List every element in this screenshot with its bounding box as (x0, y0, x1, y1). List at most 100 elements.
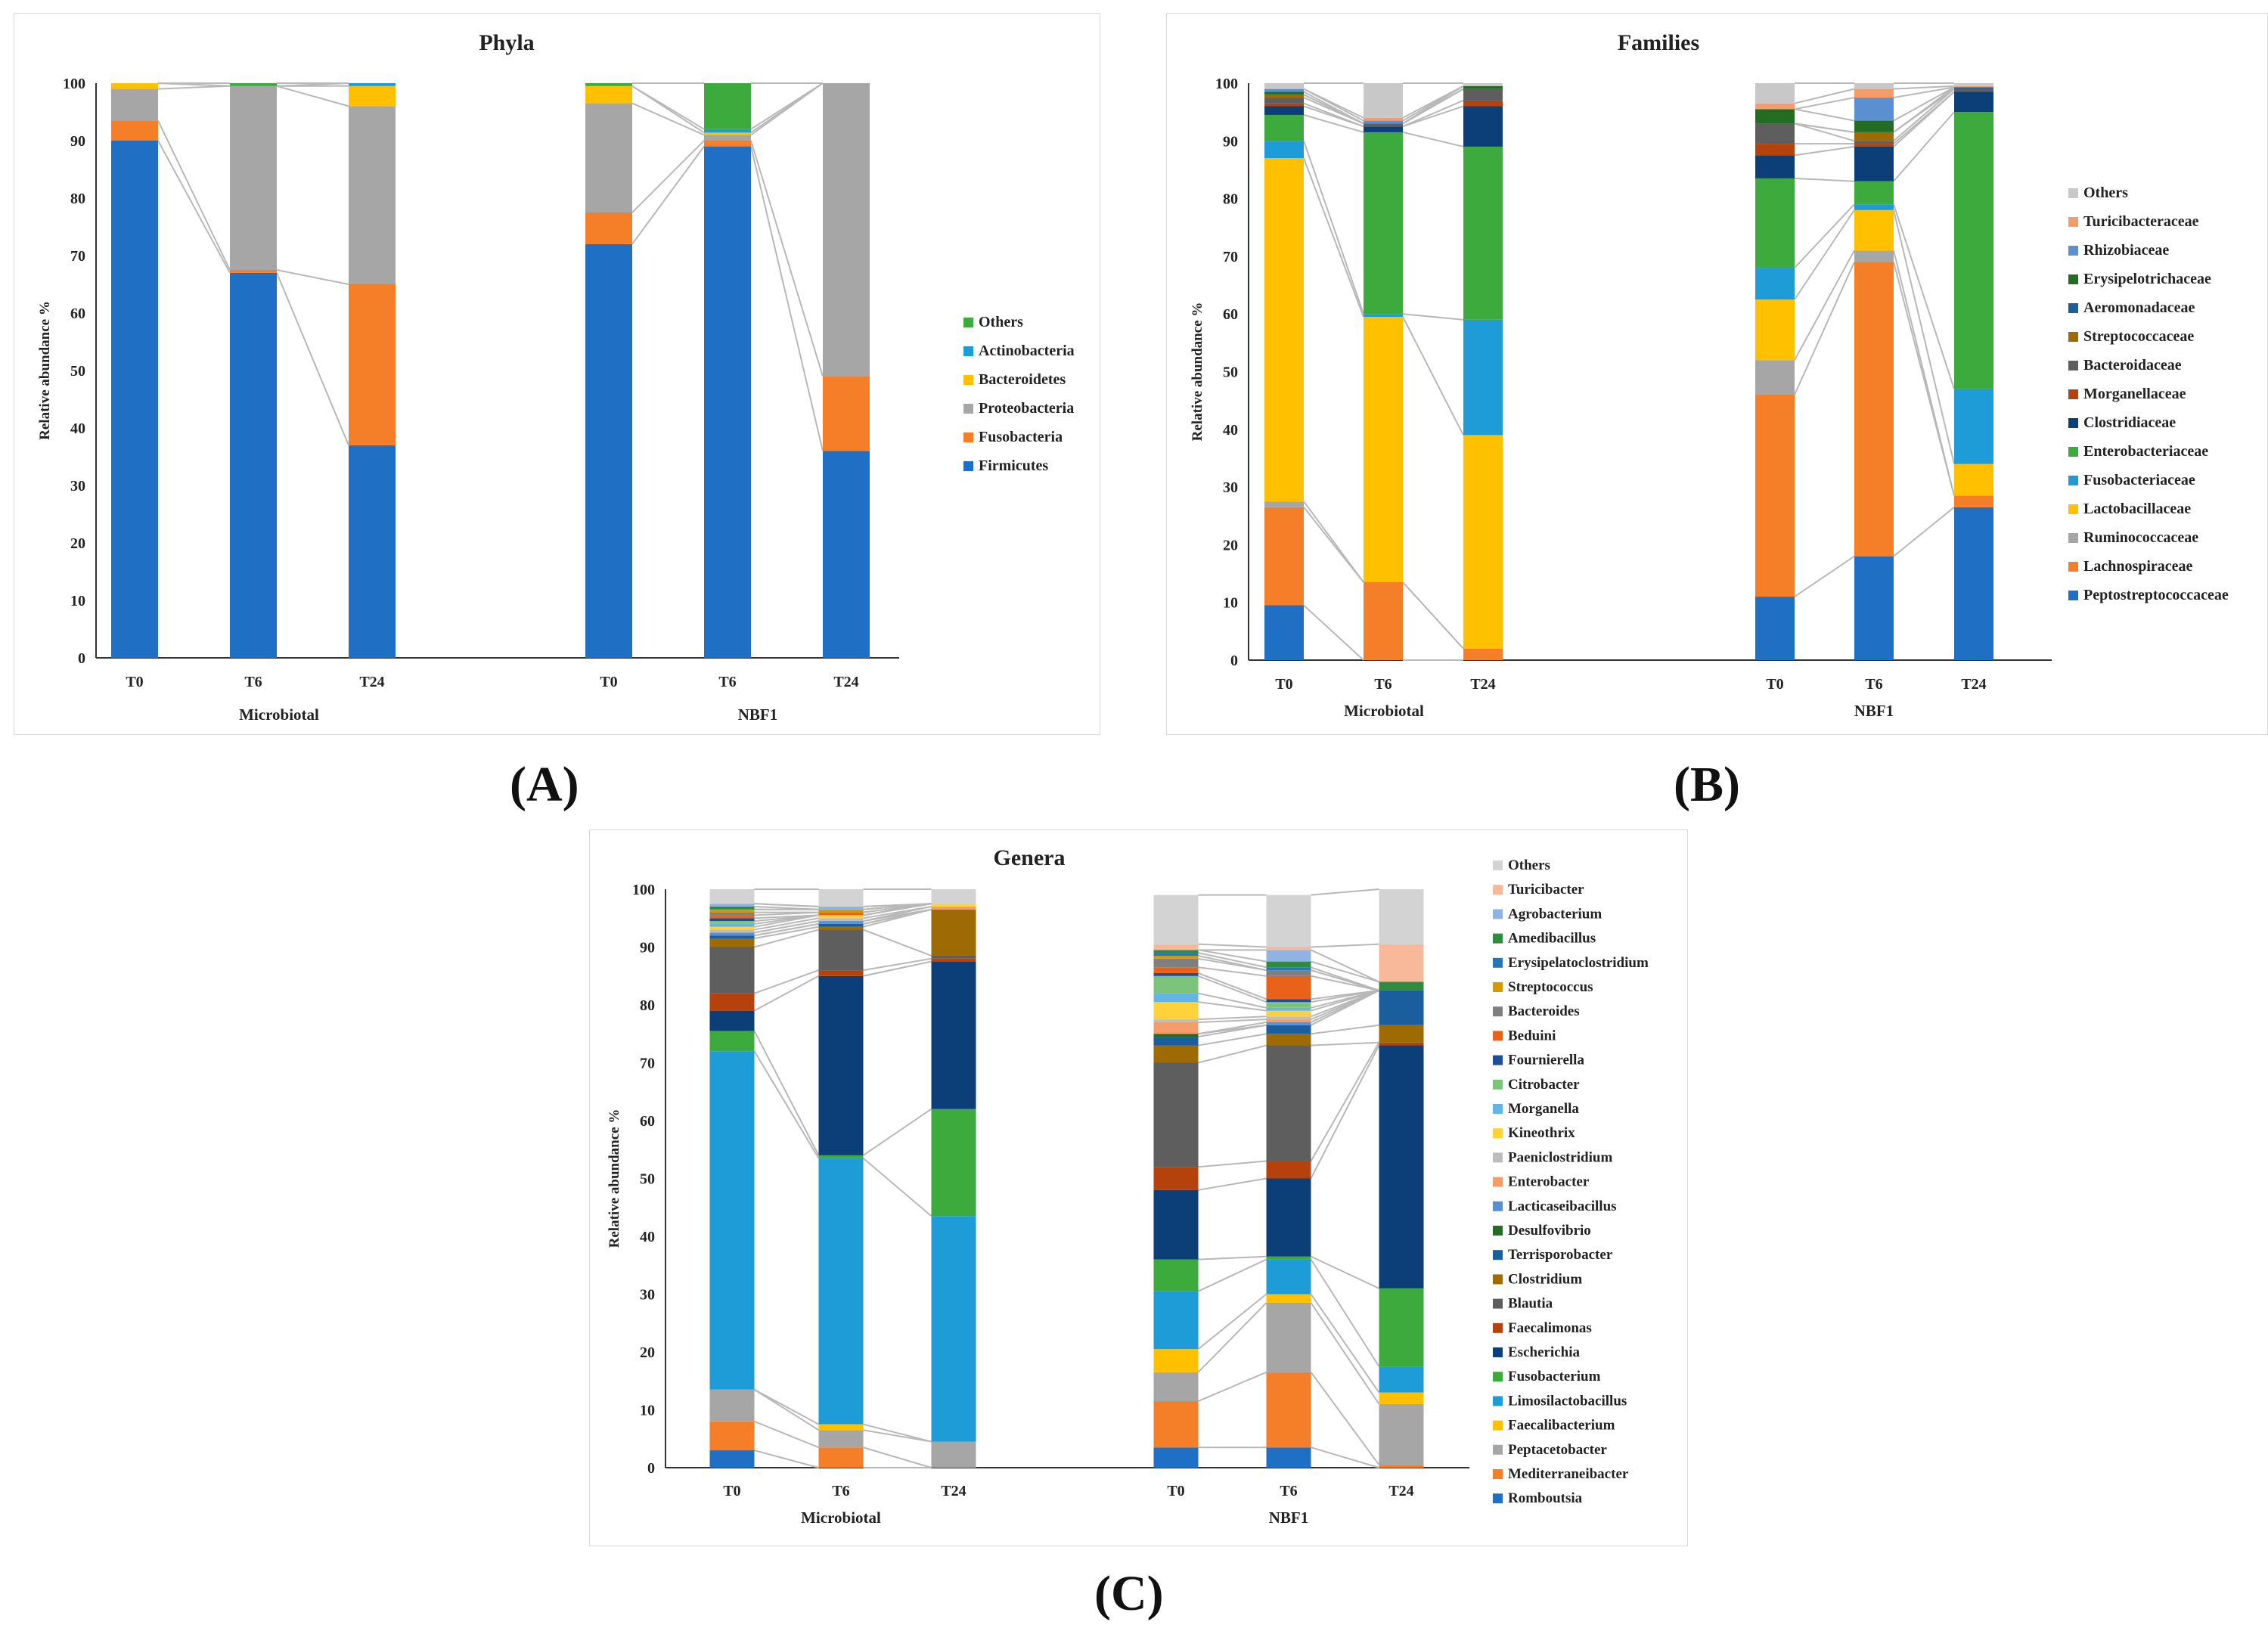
legend-swatch (1493, 1031, 1503, 1041)
bar-segment (704, 132, 751, 135)
series-connector-line (1198, 972, 1267, 1000)
series-connector-line (1893, 250, 1955, 496)
phyla-chart: Phyla Relative abundance % 0 10 20 30 40 50 60 70… (37, 30, 1075, 724)
bar-segment (931, 906, 976, 910)
series-connector-line (157, 119, 231, 271)
x-tick-label: T6 (244, 674, 262, 690)
bar-segment (1153, 1034, 1199, 1037)
y-tick-label: 100 (63, 76, 85, 92)
legend-swatch (1493, 982, 1503, 992)
legend-swatch (1493, 885, 1503, 895)
bar-segment (1854, 98, 1894, 121)
legend-swatch (1493, 860, 1503, 870)
bar-segment (1854, 181, 1894, 205)
legend-swatch (1493, 1444, 1503, 1455)
bar-segment (1264, 95, 1304, 98)
legend-label: Fusobacteriaceae (2083, 472, 2195, 488)
series-connector-line (1303, 88, 1364, 119)
bar-segment (704, 135, 751, 141)
bar-segment (709, 909, 755, 913)
series-connector-line (1402, 313, 1464, 321)
bar-segment (704, 141, 751, 147)
legend-swatch (1493, 1372, 1503, 1382)
bar-segment (818, 889, 864, 907)
legend-swatch (963, 461, 973, 471)
legend-swatch (1493, 1298, 1503, 1309)
bar-segment (1854, 141, 1894, 144)
bar-segment (1266, 1025, 1311, 1034)
series-connector-line (750, 146, 824, 451)
bar-segment (1266, 961, 1311, 968)
series-connector-line (1303, 91, 1364, 125)
bar-segment (1266, 1045, 1311, 1161)
series-connector-line (631, 102, 705, 136)
bar-segment (1266, 1019, 1311, 1022)
series-connector-line (1198, 954, 1267, 972)
bar-segment (1854, 83, 1894, 89)
y-tick-label: 80 (640, 997, 655, 1014)
bar-segment (1463, 85, 1503, 89)
series-connector-line (1794, 209, 1855, 300)
series-connector-line (1303, 604, 1364, 661)
bar-segment (1266, 975, 1311, 1000)
y-tick-label: 90 (70, 133, 85, 150)
bar-segment (709, 993, 755, 1011)
series-connector-line (1198, 949, 1267, 963)
bar-segment (818, 923, 864, 927)
y-tick-label: 20 (640, 1344, 655, 1361)
y-tick-label: 40 (70, 420, 85, 437)
legend-label: Lachnospiraceae (2083, 558, 2193, 575)
legend-label: Faecalibacterium (1508, 1418, 1615, 1434)
x-tick-label: T6 (1865, 676, 1882, 693)
legend-label: Desulfovibrio (1508, 1223, 1591, 1239)
y-tick-label: 30 (70, 478, 85, 495)
x-tick-label: T24 (941, 1483, 966, 1499)
legend-swatch (1493, 1177, 1503, 1187)
series-connector-line (1197, 1302, 1267, 1373)
bar-segment (230, 85, 277, 270)
series-connector-line (1198, 1021, 1267, 1035)
series-connector-line (1893, 91, 1955, 144)
legend-swatch (2068, 562, 2078, 572)
series-connector-line (754, 1420, 819, 1449)
series-connector-line (1198, 1001, 1267, 1012)
bar-segment (349, 284, 396, 445)
bar-segment (1264, 141, 1304, 159)
bar-segment (111, 141, 158, 658)
series-connector-line (1794, 203, 1855, 268)
series-connector-line (1794, 97, 1855, 110)
legend-label: Firmicutes (979, 457, 1048, 474)
bar-segment (709, 915, 755, 919)
bar-segment (1954, 88, 1993, 92)
legend-swatch (963, 318, 973, 327)
legend-swatch (1493, 1469, 1503, 1479)
legend-swatch (1493, 933, 1503, 944)
series-connector-line (1198, 975, 1267, 1003)
bar-segment (823, 83, 870, 377)
legend-label: Amedibacillus (1508, 931, 1596, 947)
bar-segment (1364, 581, 1403, 660)
bar-segment (1266, 1161, 1311, 1179)
series-connector-line (1794, 555, 1855, 597)
legend-swatch (2068, 533, 2078, 543)
bar-segment (1755, 395, 1795, 597)
bar-segment (1266, 999, 1311, 1003)
bar-segment (1379, 1403, 1424, 1465)
bar-segment (1153, 972, 1199, 976)
bar-segment (1266, 1302, 1311, 1372)
bar-segment (1266, 1372, 1311, 1448)
legend-swatch (1493, 1396, 1503, 1406)
series-connector-line (157, 85, 231, 90)
legend-label: Morganellaceae (2083, 386, 2186, 402)
series-connector-line (1893, 88, 1955, 142)
bar-segment (1153, 895, 1199, 944)
legend-swatch (1493, 1322, 1503, 1333)
bar-segment (709, 918, 755, 922)
bar-segment (1266, 1178, 1311, 1257)
series-connector-line (1794, 108, 1855, 122)
bar-segment (1153, 958, 1199, 968)
series-connector-line (1311, 975, 1379, 991)
bar-segment (1264, 114, 1304, 141)
bar-segment (818, 1447, 864, 1468)
series-connector-line (1198, 1160, 1267, 1168)
